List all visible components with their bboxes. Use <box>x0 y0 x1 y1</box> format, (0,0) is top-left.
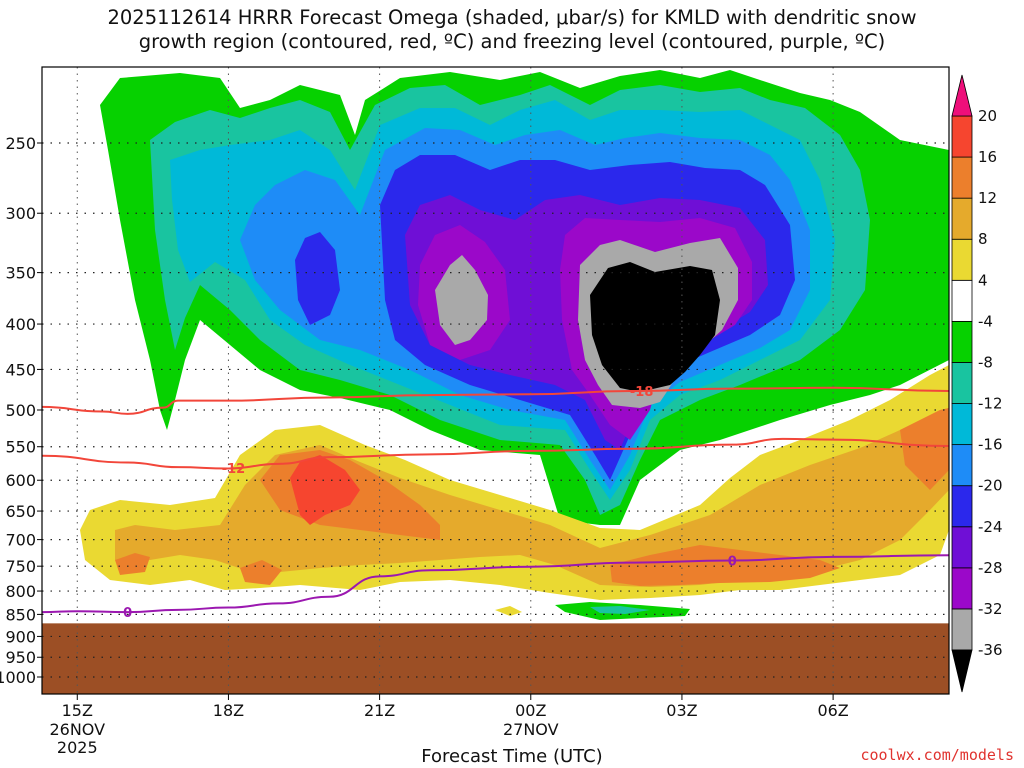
y-tick-label: 750 <box>5 557 36 576</box>
y-tick-label: 850 <box>5 605 36 624</box>
contour-label: 0 <box>728 554 737 569</box>
colorbar-band <box>951 485 973 528</box>
contour-label: 0 <box>123 606 132 621</box>
y-tick-label: 550 <box>5 438 36 457</box>
x-tick-year: 2025 <box>57 738 98 757</box>
colorbar-level-label: 20 <box>978 107 997 125</box>
y-tick-label: 1000 <box>0 668 36 687</box>
y-tick-label: 950 <box>5 648 36 667</box>
colorbar-high-arrow <box>951 74 973 117</box>
y-tick-label: 700 <box>5 531 36 550</box>
colorbar-level-label: 16 <box>978 148 997 166</box>
plot-frame <box>41 66 950 695</box>
y-tick-label: 800 <box>5 582 36 601</box>
y-tick-label: 400 <box>5 315 36 334</box>
y-tick-label: 650 <box>5 502 36 521</box>
y-tick-label: 900 <box>5 627 36 646</box>
x-tick-label: 00Z <box>515 701 546 720</box>
colorbar-band <box>951 156 973 199</box>
dgz-contour--12 <box>41 437 950 470</box>
y-tick-label: 350 <box>5 264 36 283</box>
colorbar-level-label: 4 <box>978 271 988 289</box>
omega-band-16-20 <box>290 455 360 525</box>
colorbar-level-label: 12 <box>978 189 997 207</box>
x-tick-label: 06Z <box>817 701 848 720</box>
colorbar-band <box>951 526 973 569</box>
colorbar-band <box>951 608 973 651</box>
colorbar-low-arrow <box>951 649 973 693</box>
y-tick-label: 600 <box>5 471 36 490</box>
colorbar-band <box>951 115 973 158</box>
x-tick-date: 27NOV <box>503 720 559 739</box>
omega-band-below-minus36 <box>590 262 720 392</box>
colorbar: -36 -32 -28 -24 -20 -16 -12 -8 -4 4 8 12 16 20 <box>951 74 1003 693</box>
omega-band-12-16-left <box>115 553 150 575</box>
below-ground-mask <box>42 623 949 694</box>
omega-band-4-8-surface <box>495 606 522 616</box>
colorbar-level-label: -4 <box>978 312 993 330</box>
y-tick-label: 300 <box>5 204 36 223</box>
x-tick-date: 26NOV <box>49 720 105 739</box>
colorbar-level-label: -8 <box>978 353 993 371</box>
colorbar-band <box>951 362 973 404</box>
contour-label: -18 <box>630 385 654 400</box>
y-tick-label: 500 <box>5 401 36 420</box>
credit-text: coolwx.com/models <box>860 746 1014 764</box>
colorbar-band <box>951 320 973 363</box>
x-tick-label: 21Z <box>364 701 395 720</box>
chart-title-line-1: 2025112614 HRRR Forecast Omega (shaded, … <box>107 6 917 29</box>
y-axis-ticks: 250 300 350 400 450 500 550 600 650 700 750 800 850 9… <box>0 134 42 687</box>
chart-title: 2025112614 HRRR Forecast Omega (shaded, … <box>0 6 1024 54</box>
colorbar-level-label: -32 <box>978 600 1003 618</box>
contour-label: -12 <box>222 462 246 477</box>
shaded-fields <box>80 70 949 620</box>
colorbar-level-label: -24 <box>978 518 1003 536</box>
omega-band-minus32-minus36-left <box>435 255 488 345</box>
colorbar-level-label: -28 <box>978 559 1003 577</box>
colorbar-band <box>951 238 973 281</box>
x-tick-label: 03Z <box>666 701 697 720</box>
y-tick-label: 450 <box>5 360 36 379</box>
colorbar-level-label: -36 <box>978 641 1003 659</box>
x-tick-label: 18Z <box>213 701 244 720</box>
contour-lines: -18 -12 0 0 <box>41 385 950 621</box>
x-axis-label: Forecast Time (UTC) <box>421 746 603 767</box>
colorbar-band <box>951 279 973 322</box>
colorbar-level-label: -16 <box>978 436 1003 454</box>
colorbar-level-label: -20 <box>978 477 1003 495</box>
omega-band-minus8-minus12-surface <box>590 606 650 614</box>
below-ground-area <box>42 623 949 694</box>
freezing-level-contour <box>41 554 950 614</box>
colorbar-band <box>951 567 973 610</box>
chart-title-line-2: growth region (contoured, red, ºC) and f… <box>138 30 886 53</box>
colorbar-level-label: 8 <box>978 230 988 248</box>
omega-band-12-16-right <box>900 408 949 490</box>
omega-band-12-16-low <box>610 545 840 586</box>
omega-band-minus20-minus24 <box>295 232 340 325</box>
dgz-contour--18 <box>41 386 950 415</box>
grid <box>42 67 949 694</box>
y-tick-label: 250 <box>5 134 36 153</box>
x-tick-label: 15Z <box>62 701 93 720</box>
colorbar-band <box>951 197 973 240</box>
colorbar-band <box>951 403 973 446</box>
colorbar-band <box>951 444 973 487</box>
colorbar-level-label: -12 <box>978 395 1003 413</box>
